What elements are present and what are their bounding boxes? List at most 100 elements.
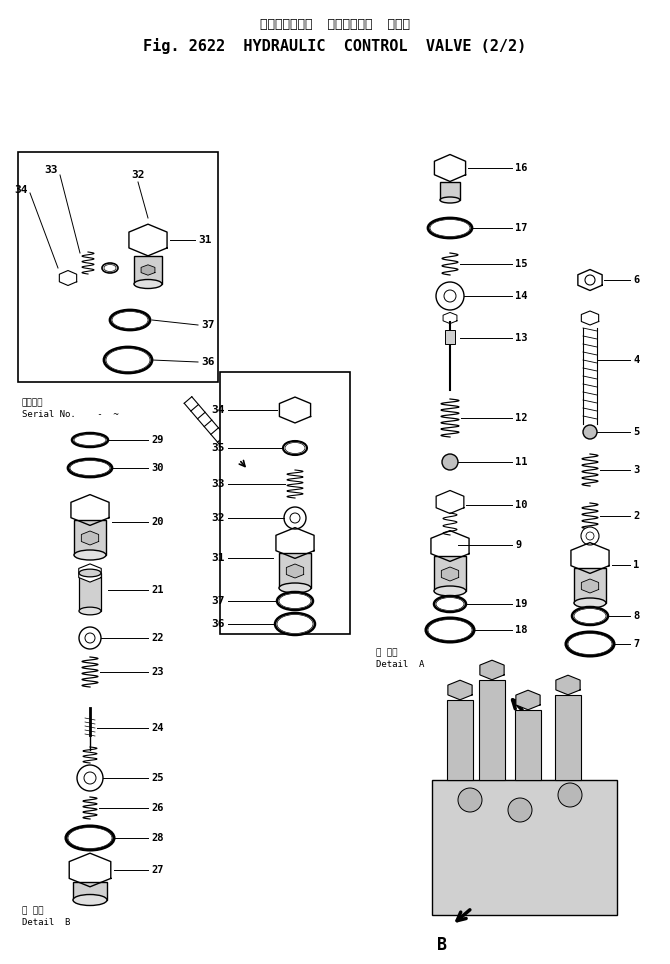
Text: Ａ 詳細: Ａ 詳細 <box>376 648 397 657</box>
Ellipse shape <box>428 620 472 640</box>
Polygon shape <box>571 543 609 574</box>
Ellipse shape <box>283 441 307 455</box>
Text: 34: 34 <box>15 185 28 195</box>
Text: 適用号機: 適用号機 <box>22 398 44 407</box>
Text: 30: 30 <box>151 463 163 473</box>
Bar <box>515 710 541 780</box>
Ellipse shape <box>72 433 108 447</box>
Polygon shape <box>556 675 580 695</box>
Bar <box>18 152 218 382</box>
Circle shape <box>581 527 599 545</box>
Text: 37: 37 <box>212 596 225 606</box>
Text: Ｂ 詳細: Ｂ 詳細 <box>22 906 44 915</box>
Polygon shape <box>79 564 101 582</box>
Text: Detail  B: Detail B <box>22 918 70 927</box>
Text: 31: 31 <box>212 553 225 563</box>
Polygon shape <box>276 527 314 558</box>
Text: 24: 24 <box>151 723 163 733</box>
Ellipse shape <box>134 280 162 288</box>
Bar <box>432 780 617 915</box>
Text: 34: 34 <box>212 405 225 415</box>
Ellipse shape <box>568 633 612 655</box>
Ellipse shape <box>572 607 608 625</box>
Polygon shape <box>448 681 472 700</box>
Ellipse shape <box>79 569 101 576</box>
Text: 36: 36 <box>201 357 214 367</box>
Text: 3: 3 <box>633 465 639 475</box>
Text: 1: 1 <box>633 560 639 570</box>
Polygon shape <box>129 225 167 255</box>
Polygon shape <box>443 312 457 324</box>
Circle shape <box>77 765 103 791</box>
Text: 37: 37 <box>201 320 214 330</box>
Ellipse shape <box>70 461 110 475</box>
Text: 2: 2 <box>633 511 639 521</box>
Text: Detail  A: Detail A <box>376 660 424 669</box>
Polygon shape <box>81 531 98 545</box>
Text: 6: 6 <box>633 275 639 285</box>
Bar <box>447 700 473 780</box>
Bar <box>279 553 311 588</box>
Polygon shape <box>71 495 109 525</box>
Ellipse shape <box>574 608 606 624</box>
Polygon shape <box>436 491 464 514</box>
Ellipse shape <box>102 263 118 273</box>
Circle shape <box>436 282 464 310</box>
Text: 4: 4 <box>633 355 639 365</box>
Text: ハイドロリック  コントロール  バルブ: ハイドロリック コントロール バルブ <box>260 18 410 31</box>
Polygon shape <box>582 579 599 593</box>
Bar <box>479 680 505 780</box>
Text: 22: 22 <box>151 633 163 643</box>
Ellipse shape <box>277 592 313 610</box>
Bar <box>574 568 606 603</box>
Text: 26: 26 <box>151 803 163 813</box>
Ellipse shape <box>104 264 116 272</box>
Text: 21: 21 <box>151 585 163 595</box>
Text: 8: 8 <box>633 611 639 621</box>
Text: 35: 35 <box>212 443 225 453</box>
Ellipse shape <box>275 613 315 635</box>
Circle shape <box>284 507 306 529</box>
Circle shape <box>444 290 456 302</box>
Ellipse shape <box>279 583 311 593</box>
Bar <box>445 330 455 344</box>
Bar <box>134 256 162 284</box>
Bar <box>74 520 106 555</box>
Ellipse shape <box>68 827 112 848</box>
Text: B: B <box>437 936 447 954</box>
Text: 18: 18 <box>515 625 527 635</box>
Ellipse shape <box>440 197 460 203</box>
Polygon shape <box>431 530 469 561</box>
Ellipse shape <box>574 598 606 608</box>
Circle shape <box>84 772 96 784</box>
Polygon shape <box>69 853 111 887</box>
Ellipse shape <box>566 632 614 656</box>
Ellipse shape <box>74 435 106 445</box>
Ellipse shape <box>68 459 112 477</box>
Text: 32: 32 <box>131 170 145 180</box>
Bar <box>220 372 350 634</box>
Text: 29: 29 <box>151 435 163 445</box>
Text: 32: 32 <box>212 513 225 523</box>
Polygon shape <box>60 271 76 285</box>
Circle shape <box>508 798 532 822</box>
Circle shape <box>586 532 594 540</box>
Circle shape <box>79 627 101 649</box>
Ellipse shape <box>110 310 150 330</box>
Text: 7: 7 <box>633 639 639 649</box>
Polygon shape <box>286 564 304 578</box>
Text: 14: 14 <box>515 291 527 301</box>
Polygon shape <box>442 567 459 581</box>
Circle shape <box>458 788 482 812</box>
Text: 20: 20 <box>151 517 163 527</box>
Ellipse shape <box>74 550 106 560</box>
Ellipse shape <box>66 826 114 850</box>
Ellipse shape <box>428 218 472 238</box>
Polygon shape <box>582 311 599 325</box>
Circle shape <box>558 783 582 807</box>
Text: 23: 23 <box>151 667 163 677</box>
Ellipse shape <box>106 349 150 371</box>
Ellipse shape <box>79 607 101 615</box>
Ellipse shape <box>434 586 466 596</box>
Circle shape <box>583 425 597 439</box>
